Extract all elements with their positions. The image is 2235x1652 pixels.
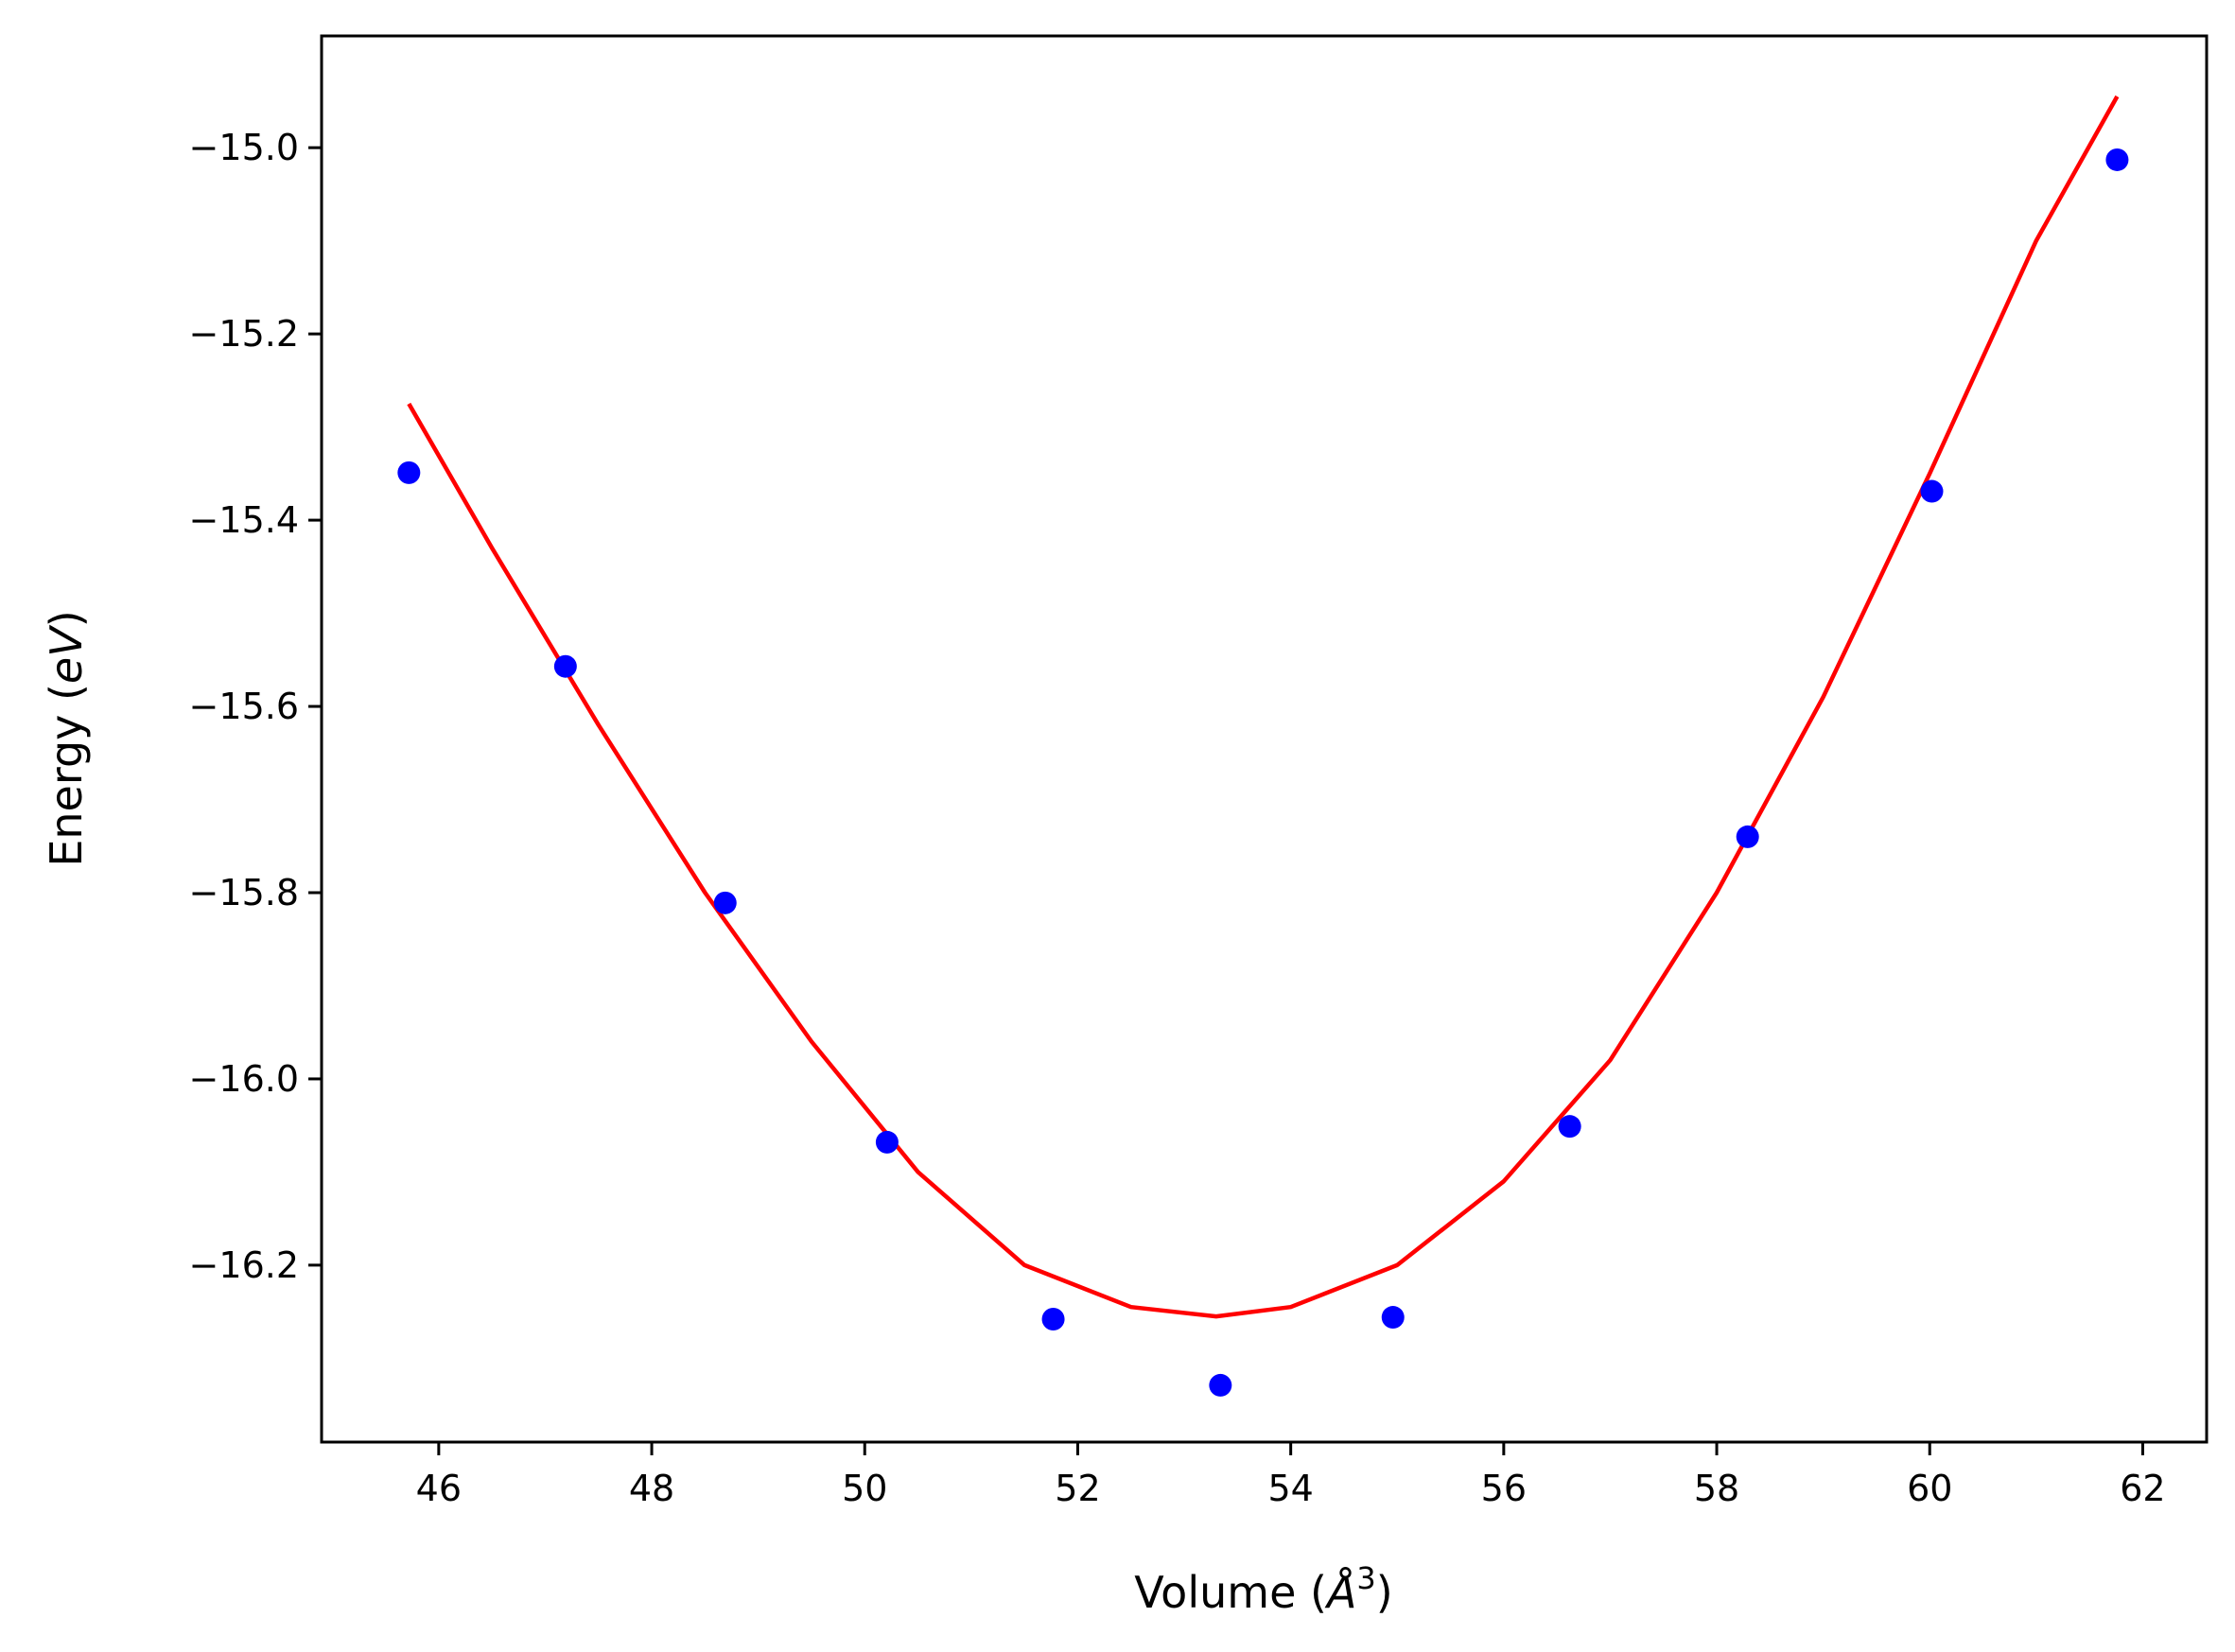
y-tick-label: −16.2 [189, 1244, 299, 1286]
data-point [1558, 1115, 1581, 1139]
y-tick-label: −16.0 [189, 1058, 299, 1100]
y-axis-label-close: ) [41, 610, 92, 627]
y-tick-label: −15.4 [189, 499, 299, 541]
plot-area [397, 95, 2129, 1397]
x-tick-label: 52 [1055, 1468, 1100, 1509]
data-point [1920, 479, 1944, 503]
y-tick-label: −15.0 [189, 127, 299, 168]
fit-curve-line [407, 95, 2120, 1319]
data-point [1209, 1373, 1232, 1397]
plot-frame [320, 34, 2209, 1444]
y-axis-label: Energy (eV) [41, 610, 92, 866]
data-point [875, 1130, 899, 1154]
data-point [1736, 825, 1759, 848]
data-point [1381, 1306, 1405, 1330]
x-axis-label-close: ) [1376, 1567, 1393, 1618]
data-point [1041, 1308, 1065, 1331]
data-point [553, 654, 577, 678]
x-tick-label: 46 [416, 1468, 462, 1509]
x-tick-label: 50 [842, 1468, 887, 1509]
x-tick-label: 60 [1907, 1468, 1952, 1509]
data-point [713, 891, 737, 914]
y-axis-ticks: −15.0 −15.2 −15.4 −15.6 −15.8 −16.0 −16.2 [189, 127, 322, 1286]
y-tick-label: −15.6 [189, 686, 299, 727]
x-axis-label-text: Volume ( [1134, 1567, 1327, 1618]
x-axis-label-unit: Å [1324, 1567, 1356, 1618]
x-tick-label: 56 [1481, 1468, 1527, 1509]
x-axis-label-exponent: 3 [1356, 1560, 1375, 1596]
y-tick-label: −15.2 [189, 313, 299, 355]
y-tick-label: −15.8 [189, 872, 299, 913]
data-point [2105, 148, 2129, 171]
y-axis-label-text: Energy ( [41, 684, 92, 867]
x-axis-label: Volume (Å3) [1134, 1560, 1392, 1618]
data-point [397, 461, 421, 484]
x-tick-label: 54 [1267, 1468, 1313, 1509]
x-tick-label: 48 [629, 1468, 674, 1509]
x-axis-ticks: 46 48 50 52 54 56 58 60 62 [416, 1442, 2166, 1509]
x-tick-label: 58 [1694, 1468, 1739, 1509]
y-axis-label-unit: eV [41, 624, 92, 684]
x-tick-label: 62 [2120, 1468, 2165, 1509]
